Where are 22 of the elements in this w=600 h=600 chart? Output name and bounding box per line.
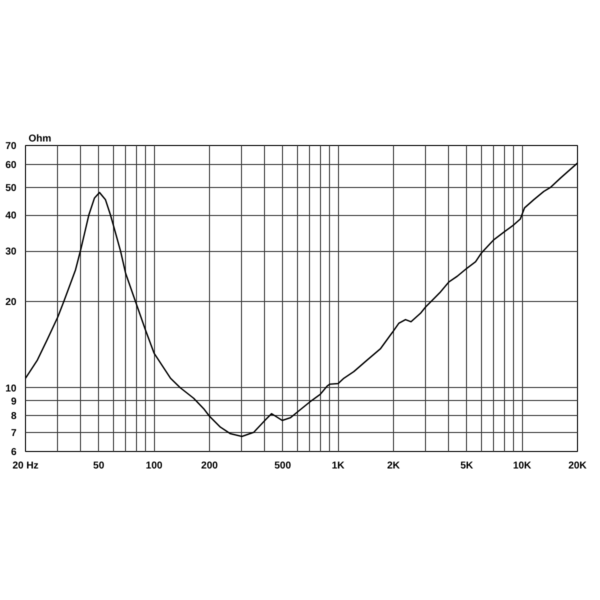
x-tick-label: 100 [146,460,163,472]
y-tick-label: 70 [5,141,17,152]
y-tick-label: 10 [5,383,17,394]
x-tick-label: 20 Hz [12,460,39,472]
x-tick-label: 1K [332,460,346,472]
y-axis-title: Ohm [28,134,52,144]
x-tick-label: 5K [460,460,474,472]
x-tick-label: 200 [201,460,218,472]
x-tick-label: 2K [387,460,401,472]
x-tick-label: 500 [274,460,292,472]
y-tick-label: 8 [10,411,17,422]
y-tick-label: 40 [5,210,17,222]
x-tick-label: 20K [568,460,588,472]
y-tick-label: 7 [10,428,17,439]
x-tick-label: 10K [512,460,532,472]
x-tick-label: 50 [93,460,105,472]
y-tick-label: 20 [5,297,17,308]
y-tick-label: 6 [10,447,17,458]
y-tick-label: 9 [10,396,17,408]
y-tick-label: 50 [5,182,17,194]
y-tick-label: 30 [5,246,17,258]
y-tick-label: 60 [5,160,17,172]
